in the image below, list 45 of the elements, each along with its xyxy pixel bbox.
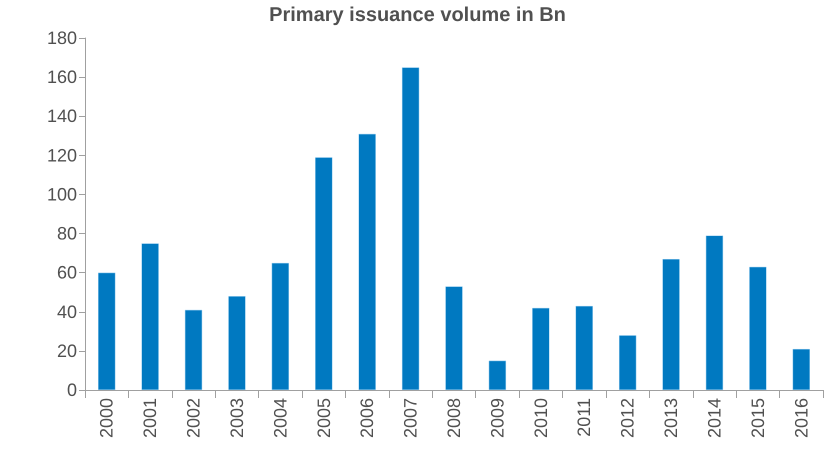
x-tick-label: 2015	[748, 398, 768, 438]
x-tick-label: 2012	[618, 398, 638, 438]
x-tick-label: 2010	[530, 398, 551, 438]
y-tick-label: 20	[56, 340, 77, 361]
x-tick-label: 2016	[791, 398, 812, 438]
y-tick-label: 140	[46, 106, 77, 126]
bar	[445, 286, 463, 390]
y-tick-label: 120	[46, 145, 77, 166]
x-tick-label: 2005	[314, 398, 334, 438]
y-tick-label: 160	[46, 67, 77, 88]
bar	[706, 236, 724, 390]
y-tick-label: 60	[56, 262, 77, 283]
chart-title: Primary issuance volume in Bn	[269, 4, 566, 26]
x-tick-label: 2006	[357, 398, 378, 438]
bar	[618, 335, 636, 390]
x-tick-label: 2014	[704, 398, 724, 438]
bar	[749, 266, 767, 390]
x-tick-label: 2003	[226, 398, 247, 438]
bar	[662, 258, 680, 390]
x-tick-label: 2011	[574, 398, 594, 437]
bar	[488, 360, 506, 390]
bar	[792, 348, 810, 390]
x-tick-label: 2013	[661, 398, 682, 438]
bar	[272, 262, 290, 390]
x-tick-label: 2001	[140, 398, 160, 438]
y-tick-label: 40	[56, 302, 77, 322]
bar	[402, 67, 420, 390]
x-tick-label: 2009	[487, 398, 508, 438]
x-tick-label: 2002	[184, 398, 204, 438]
x-tick-label: 2008	[444, 398, 464, 438]
bar	[532, 308, 550, 390]
bar	[141, 243, 159, 390]
y-tick-label: 180	[46, 28, 77, 48]
bar	[315, 157, 332, 390]
x-tick-label: 2000	[96, 398, 117, 438]
y-tick-label: 80	[56, 224, 77, 244]
bar	[184, 310, 202, 390]
bar	[576, 306, 593, 390]
x-tick-label: 2007	[400, 398, 421, 438]
bar	[228, 296, 246, 390]
y-tick-label: 0	[66, 380, 77, 400]
y-tick-label: 100	[46, 184, 77, 204]
bar	[98, 272, 116, 390]
x-tick-label: 2004	[270, 398, 290, 438]
bar	[358, 134, 376, 390]
